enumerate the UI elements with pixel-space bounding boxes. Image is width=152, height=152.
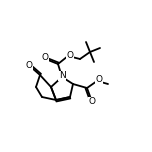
Text: O: O [67, 50, 74, 59]
Text: O: O [26, 62, 33, 71]
Text: O: O [41, 54, 48, 62]
Text: O: O [88, 97, 95, 107]
Text: O: O [95, 76, 102, 85]
Text: N: N [59, 71, 65, 81]
